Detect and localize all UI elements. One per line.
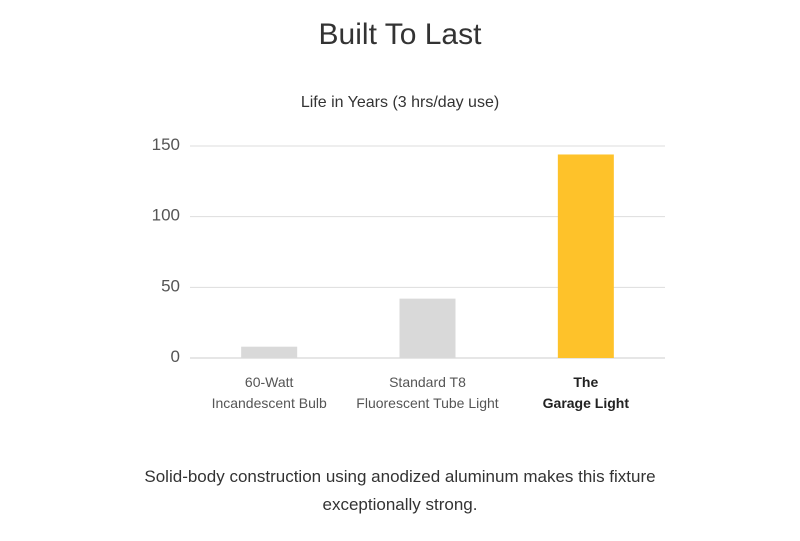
x-category-label-2-line-1: Standard T8 [389, 374, 466, 390]
x-category-label-3-line-1: The [573, 374, 598, 390]
bar-3 [557, 154, 614, 358]
x-category-label-2-line-2: Fluorescent Tube Light [356, 395, 499, 411]
x-category-label-3-line-2: Garage Light [543, 395, 630, 411]
chart-title: Life in Years (3 hrs/day use) [300, 94, 500, 111]
x-category-label-1-line-1: 60-Watt [245, 374, 294, 390]
y-tick-label-0: 0 [171, 347, 180, 366]
bar-2 [399, 298, 456, 358]
x-category-label-1-line-2: Incandescent Bulb [212, 395, 327, 411]
y-tick-label-100: 100 [152, 206, 180, 225]
y-tick-label-50: 50 [161, 276, 180, 295]
y-tick-label-150: 150 [152, 135, 180, 154]
page-heading: Built To Last [318, 18, 482, 51]
caption-text: Solid-body construction using anodized a… [144, 467, 656, 514]
bar-1 [241, 346, 298, 358]
